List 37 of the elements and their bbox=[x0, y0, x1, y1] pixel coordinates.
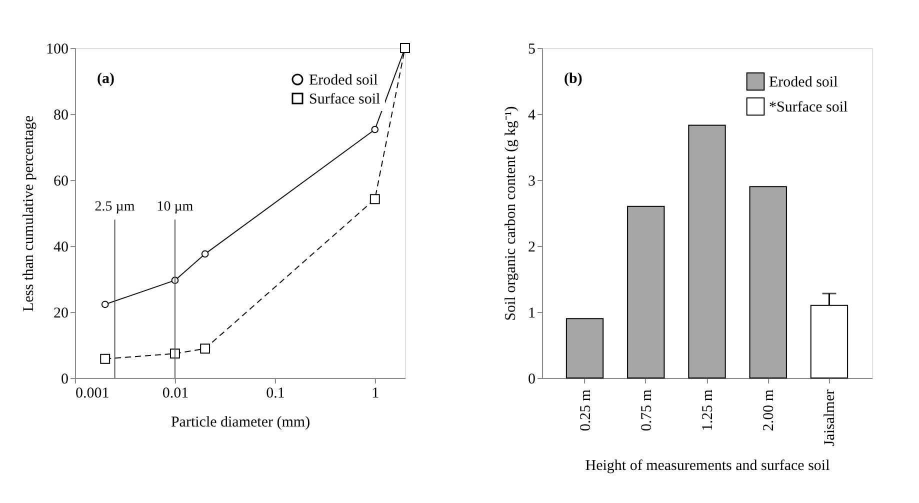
ref-line-label: 2.5 µm bbox=[94, 200, 135, 215]
y-tick-label: 60 bbox=[54, 174, 68, 190]
x-tick-label: 0.25 m bbox=[578, 389, 594, 432]
bar bbox=[749, 186, 787, 378]
annotation: (b) bbox=[564, 71, 582, 87]
x-axis-title: Height of measurements and surface soil bbox=[585, 458, 830, 474]
x-tick-label: 1 bbox=[372, 386, 380, 402]
x-axis-title: Particle diameter (mm) bbox=[170, 414, 310, 430]
x-tick-label: 1.25 m bbox=[700, 389, 716, 432]
y-tick-label: 100 bbox=[46, 42, 68, 58]
y-axis-title: Soil organic carbon content (g kg⁻¹) bbox=[503, 106, 519, 321]
legend-label: Eroded soil bbox=[309, 72, 378, 88]
legend-label: *Surface soil bbox=[769, 100, 848, 116]
y-tick-label: 0 bbox=[528, 372, 536, 388]
bar bbox=[566, 318, 604, 378]
x-tick-label: 2.00 m bbox=[761, 389, 778, 432]
x-tick-label: 0.75 m bbox=[638, 389, 655, 432]
y-axis-title: Less than cumulative percentage bbox=[21, 115, 37, 312]
y-tick-label: 5 bbox=[528, 42, 536, 58]
y-tick-label: 4 bbox=[528, 108, 536, 124]
legend-label: Eroded soil bbox=[769, 74, 838, 90]
y-tick-label: 2 bbox=[528, 240, 536, 256]
x-tick-label: Jaisalmer bbox=[822, 390, 838, 446]
y-tick-label: 1 bbox=[528, 306, 536, 322]
y-tick-label: 3 bbox=[528, 174, 536, 190]
y-tick-label: 40 bbox=[54, 240, 68, 256]
bar bbox=[627, 206, 665, 378]
x-tick-label: 0.1 bbox=[266, 386, 285, 402]
ref-line-label: 10 µm bbox=[156, 200, 194, 215]
annotation: (a) bbox=[97, 71, 114, 87]
x-tick-label: 0.001 bbox=[76, 386, 110, 402]
x-tick-label: 0.01 bbox=[162, 386, 189, 402]
y-tick-label: 80 bbox=[54, 108, 68, 124]
y-tick-label: 0 bbox=[61, 372, 68, 388]
y-tick-label: 20 bbox=[54, 306, 68, 322]
legend-label: Surface soil bbox=[309, 92, 380, 108]
bar bbox=[688, 124, 726, 378]
